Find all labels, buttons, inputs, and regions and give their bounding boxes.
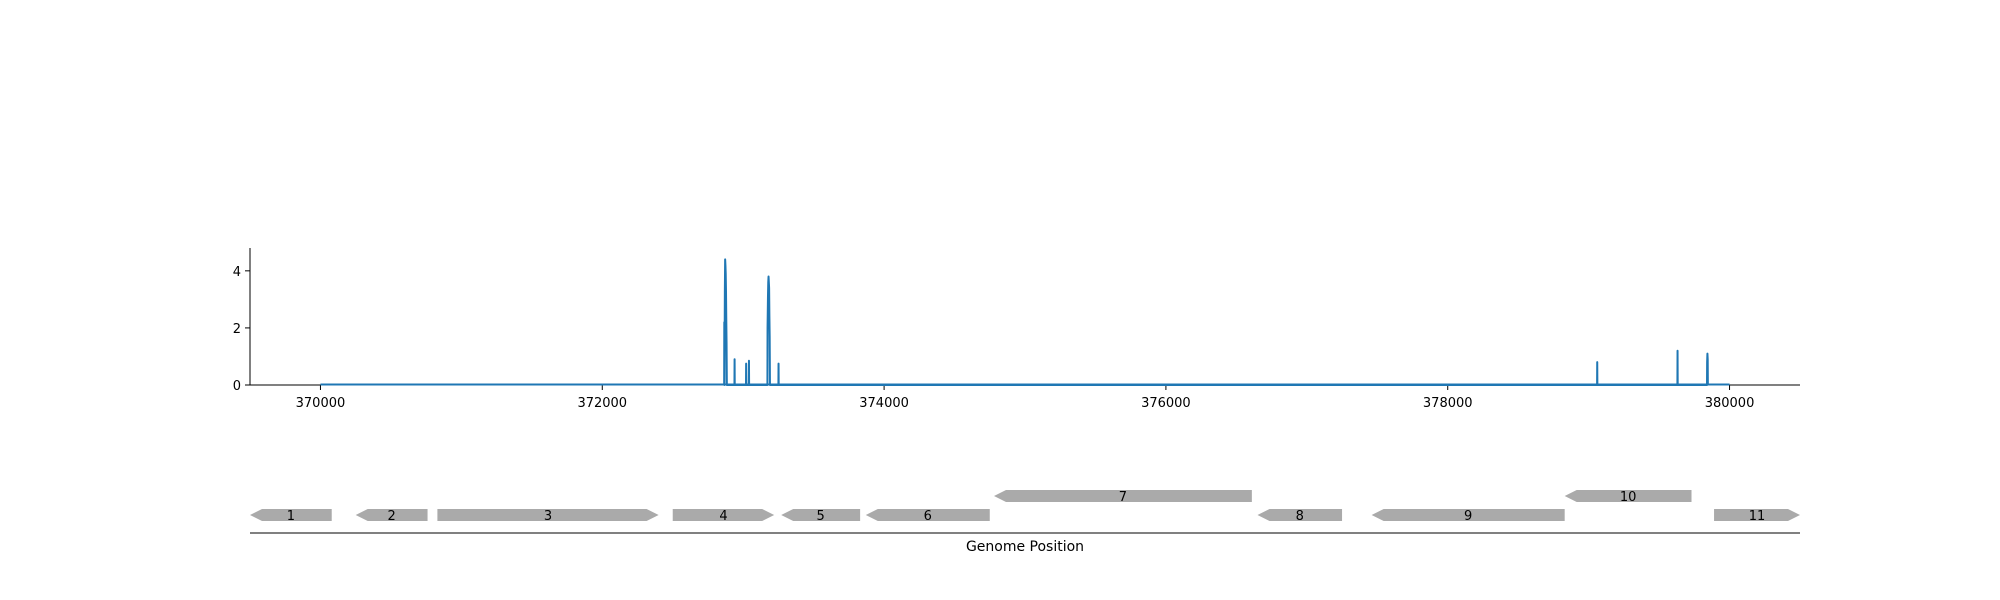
gene-arrow [994,490,1252,502]
gene-arrow [672,509,775,521]
gene-label: 9 [1464,509,1472,524]
gene-label: 3 [544,509,552,524]
genome-position-label: Genome Position [966,539,1084,555]
gene-arrow [781,509,861,521]
y-tick-label: 2 [233,322,241,337]
gene-label: 8 [1296,509,1304,524]
coverage-plot: 370000 372000 374000 376000 378000 380000 0 2 4 [233,248,1800,411]
gene-label: 10 [1620,490,1637,505]
gene-label: 11 [1749,509,1766,524]
x-tick-label: 370000 [296,396,346,411]
x-tick-label: 380000 [1705,396,1755,411]
x-tick-label: 378000 [1423,396,1473,411]
x-tick-label: 374000 [859,396,909,411]
x-tick-label: 372000 [577,396,627,411]
gene-arrow [865,509,990,521]
gene-label: 6 [924,509,932,524]
gene-arrow [437,509,659,521]
y-tick-label: 4 [233,265,241,280]
gene-arrow [1564,490,1692,502]
x-tick-label: 376000 [1141,396,1191,411]
gene-label: 7 [1119,490,1127,505]
gene-arrow [250,509,332,521]
gene-label: 1 [287,509,295,524]
gene-arrow [355,509,428,521]
gene-arrow [1371,509,1565,521]
gene-track: 1 2 3 4 5 6 7 8 9 10 11 [250,490,1800,534]
gene-arrow [1714,509,1800,521]
gene-label: 4 [719,509,727,524]
y-tick-label: 0 [233,379,241,394]
gene-label: 2 [387,509,395,524]
gene-label: 5 [817,509,825,524]
coverage-line [723,258,1709,386]
gene-arrow [1257,509,1343,521]
